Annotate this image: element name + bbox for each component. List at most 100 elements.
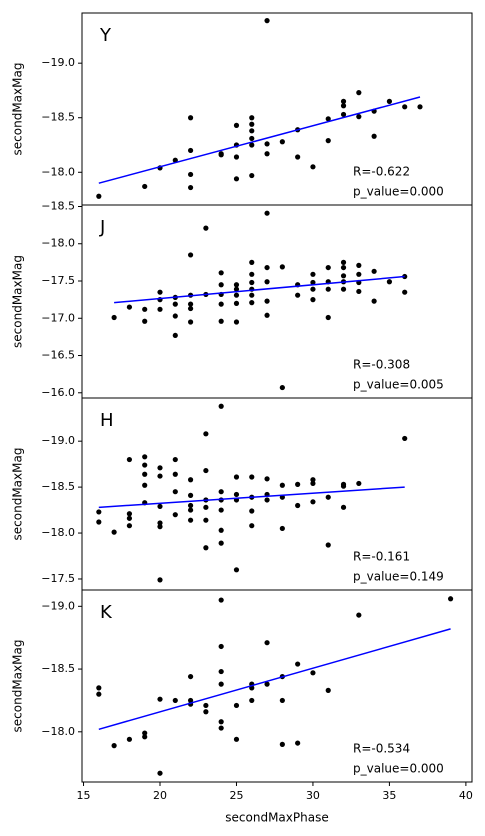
data-point: [126, 736, 133, 742]
data-point: [203, 545, 209, 551]
data-point: [157, 520, 163, 526]
data-point: [264, 497, 270, 503]
data-point: [126, 511, 133, 517]
data-point: [157, 524, 163, 530]
axes-frame: [81, 589, 473, 783]
data-point: [279, 482, 285, 488]
annotation: R=-0.308: [353, 358, 410, 372]
data-point: [340, 504, 347, 510]
data-point: [249, 115, 255, 121]
data-point: [356, 480, 362, 487]
data-point: [371, 133, 377, 139]
data-point: [233, 176, 240, 182]
data-point: [142, 183, 148, 190]
data-point: [295, 502, 301, 509]
data-point: [402, 289, 408, 295]
data-point: [126, 456, 133, 463]
annotation: p_value=0.000: [353, 762, 444, 776]
data-point: [249, 271, 255, 277]
data-point: [325, 687, 331, 693]
data-point: [187, 252, 194, 258]
data-point: [172, 301, 178, 307]
data-point: [340, 111, 347, 118]
y-axis-label: secondMaxMag: [11, 640, 25, 733]
data-point: [356, 90, 362, 96]
data-point: [264, 476, 270, 482]
data-point: [96, 193, 102, 199]
data-point: [249, 300, 255, 306]
panel-label: K: [100, 602, 113, 623]
data-point: [203, 709, 209, 715]
data-point: [126, 515, 133, 521]
data-point: [356, 271, 362, 277]
data-point: [325, 314, 331, 321]
x-tick-label: 25: [229, 789, 243, 802]
data-point: [279, 264, 285, 270]
data-point: [233, 300, 240, 306]
y-axis-label: secondMaxMag: [11, 448, 25, 541]
data-point: [187, 184, 194, 191]
data-point: [218, 643, 224, 650]
fit-line: [98, 486, 405, 509]
y-axis-label: secondMaxMag: [11, 63, 25, 156]
y-axis-label: secondMaxMag: [11, 255, 25, 348]
data-point: [187, 492, 194, 498]
data-point: [249, 523, 255, 529]
data-point: [264, 279, 270, 285]
data-point: [371, 298, 377, 304]
data-point: [142, 454, 148, 460]
data-point: [279, 697, 285, 704]
data-point: [187, 305, 194, 312]
annotation: R=-0.161: [353, 550, 410, 564]
data-point: [218, 681, 224, 687]
data-point: [157, 473, 163, 479]
data-point: [295, 481, 301, 487]
data-point: [96, 685, 102, 691]
x-axis-label: secondMaxPhase: [225, 811, 328, 825]
data-point: [279, 139, 285, 145]
data-point: [172, 512, 178, 518]
data-point: [233, 282, 240, 288]
data-point: [233, 736, 240, 742]
data-point: [187, 673, 194, 680]
data-point: [264, 312, 270, 318]
data-point: [218, 282, 224, 288]
data-point: [187, 477, 194, 483]
data-point: [295, 154, 301, 160]
data-point: [218, 318, 224, 324]
data-point: [249, 142, 255, 148]
data-point: [325, 116, 331, 122]
data-point: [249, 508, 255, 514]
y-tick-label: −19.0: [41, 56, 75, 69]
data-point: [142, 730, 148, 736]
data-point: [264, 264, 270, 271]
data-point: [96, 691, 102, 697]
y-tick-label: −18.0: [41, 165, 75, 178]
data-point: [325, 264, 331, 271]
data-point: [386, 279, 393, 285]
axes-frame: [81, 204, 473, 399]
annotation: p_value=0.000: [353, 185, 444, 199]
data-point: [111, 743, 117, 749]
data-point: [203, 702, 209, 709]
data-point: [233, 122, 240, 128]
data-point: [402, 104, 408, 110]
data-point: [264, 640, 270, 646]
panel-label: H: [100, 410, 114, 431]
data-point: [203, 431, 209, 437]
data-point: [172, 471, 178, 477]
data-point: [126, 304, 133, 310]
y-tick-label: −16.5: [41, 349, 75, 362]
data-point: [218, 527, 224, 533]
data-point: [218, 507, 224, 513]
data-point: [142, 318, 148, 324]
data-point: [157, 503, 163, 510]
data-point: [264, 141, 270, 147]
data-point: [249, 172, 255, 179]
data-point: [233, 292, 240, 298]
x-tick-label: 20: [153, 789, 167, 802]
data-point: [187, 502, 194, 509]
data-point: [187, 319, 194, 325]
x-tick-label: 15: [77, 789, 91, 802]
data-point: [218, 301, 224, 307]
